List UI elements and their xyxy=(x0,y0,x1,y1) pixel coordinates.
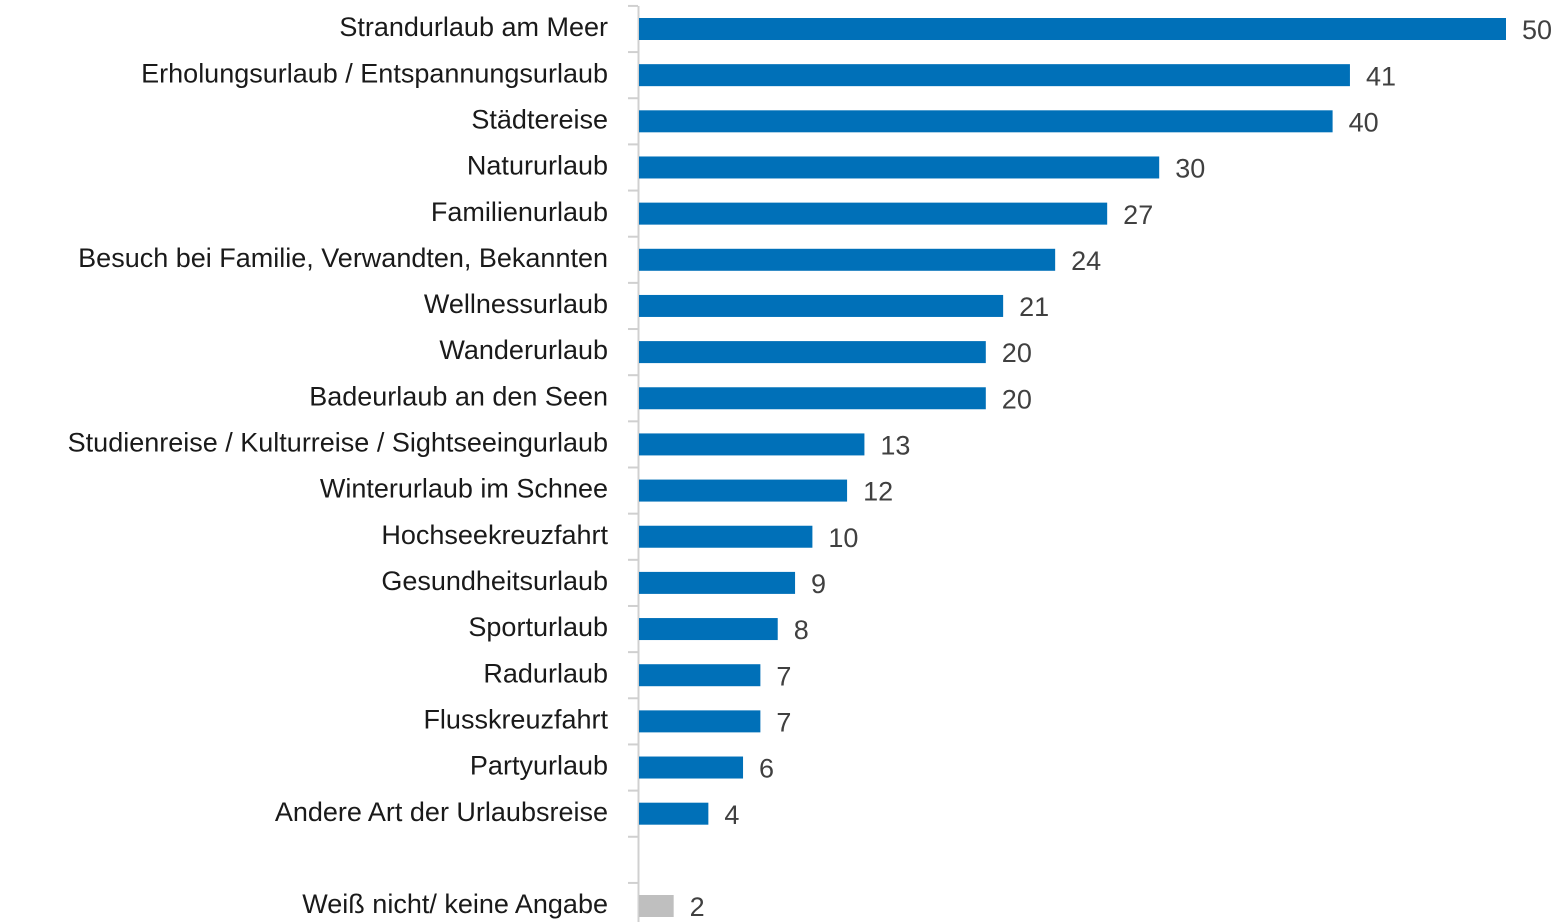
bar xyxy=(639,202,1108,225)
category-label: Erholungsurlaub / Entspannungsurlaub xyxy=(141,58,608,88)
bar xyxy=(639,387,986,410)
category-label: Partyurlaub xyxy=(470,751,608,781)
category-label: Studienreise / Kulturreise / Sightseeing… xyxy=(68,428,608,458)
value-label: 21 xyxy=(1019,292,1049,322)
category-label: Andere Art der Urlaubsreise xyxy=(275,797,608,827)
bar xyxy=(639,756,744,779)
bar xyxy=(639,664,761,687)
value-label: 7 xyxy=(776,661,791,691)
value-label: 2 xyxy=(690,892,705,922)
category-label: Badeurlaub an den Seen xyxy=(309,381,608,411)
value-label: 41 xyxy=(1366,61,1396,91)
bar xyxy=(639,294,1004,317)
category-label: Flusskreuzfahrt xyxy=(423,704,608,734)
value-label: 20 xyxy=(1002,384,1032,414)
bar xyxy=(639,433,865,456)
category-label: Sporturlaub xyxy=(468,612,608,642)
bar xyxy=(639,341,986,364)
bar xyxy=(639,64,1350,87)
value-label: 8 xyxy=(794,615,809,645)
value-label: 30 xyxy=(1175,154,1205,184)
value-label: 20 xyxy=(1002,338,1032,368)
category-label: Natururlaub xyxy=(467,151,608,181)
value-label: 50 xyxy=(1522,15,1552,45)
category-label: Wanderurlaub xyxy=(439,335,608,365)
category-label: Städtereise xyxy=(471,104,608,134)
bar xyxy=(639,802,709,825)
value-label: 40 xyxy=(1349,107,1379,137)
category-label: Strandurlaub am Meer xyxy=(339,12,608,42)
bar xyxy=(639,110,1333,133)
value-label: 6 xyxy=(759,754,774,784)
bar xyxy=(639,248,1056,271)
value-label: 7 xyxy=(776,707,791,737)
category-label: Weiß nicht/ keine Angabe xyxy=(302,889,608,919)
bar xyxy=(639,618,778,641)
category-label: Familienurlaub xyxy=(431,197,608,227)
category-label: Hochseekreuzfahrt xyxy=(381,520,608,550)
bar xyxy=(639,571,796,594)
value-label: 13 xyxy=(880,431,910,461)
category-label: Radurlaub xyxy=(483,658,608,688)
category-label: Winterurlaub im Schnee xyxy=(320,474,608,504)
value-label: 24 xyxy=(1071,246,1101,276)
value-label: 10 xyxy=(828,523,858,553)
bar xyxy=(639,18,1506,40)
value-label: 27 xyxy=(1123,200,1153,230)
bar xyxy=(639,895,674,917)
bar xyxy=(639,525,813,548)
bar xyxy=(639,479,848,502)
category-label: Besuch bei Familie, Verwandten, Bekannte… xyxy=(78,243,608,273)
category-label: Gesundheitsurlaub xyxy=(381,566,608,596)
value-label: 9 xyxy=(811,569,826,599)
bar xyxy=(639,156,1160,179)
bar xyxy=(639,710,761,733)
category-label: Wellnessurlaub xyxy=(424,289,608,319)
value-label: 12 xyxy=(863,477,893,507)
value-label: 4 xyxy=(724,800,739,830)
